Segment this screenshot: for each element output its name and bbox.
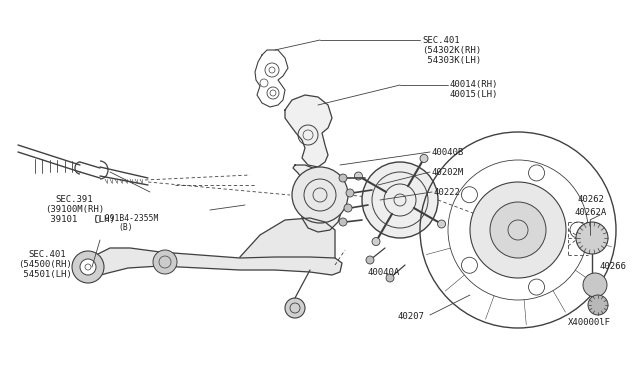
Text: SEC.391: SEC.391 (55, 195, 93, 204)
Text: 40040B: 40040B (432, 148, 464, 157)
Text: 54303K(LH): 54303K(LH) (422, 56, 481, 65)
Text: SEC.401: SEC.401 (28, 250, 66, 259)
Circle shape (420, 154, 428, 163)
Circle shape (339, 174, 347, 182)
Text: 40266: 40266 (600, 262, 627, 271)
Text: 40262A: 40262A (575, 208, 607, 217)
Text: 54501(LH): 54501(LH) (18, 270, 72, 279)
Text: 40202M: 40202M (432, 168, 464, 177)
Text: SEC.401: SEC.401 (422, 36, 460, 45)
Circle shape (346, 189, 354, 197)
Text: Ⓑ 091B4-2355M: Ⓑ 091B4-2355M (95, 213, 158, 222)
Circle shape (576, 222, 608, 254)
Text: (54302K(RH): (54302K(RH) (422, 46, 481, 55)
Polygon shape (285, 95, 332, 167)
Text: 39101   (LH): 39101 (LH) (45, 215, 115, 224)
Circle shape (470, 182, 566, 278)
Polygon shape (240, 218, 335, 258)
Circle shape (490, 202, 546, 258)
Circle shape (355, 172, 362, 180)
Text: 40014(RH): 40014(RH) (450, 80, 499, 89)
Text: (39100M(RH): (39100M(RH) (45, 205, 104, 214)
Circle shape (438, 220, 445, 228)
Text: X40000lF: X40000lF (568, 318, 611, 327)
Circle shape (366, 256, 374, 264)
Polygon shape (293, 165, 342, 232)
Circle shape (153, 250, 177, 274)
Text: 40262: 40262 (578, 195, 605, 204)
Circle shape (80, 259, 96, 275)
Circle shape (588, 295, 608, 315)
Circle shape (285, 298, 305, 318)
Text: 40015(LH): 40015(LH) (450, 90, 499, 99)
Text: 40222: 40222 (434, 188, 461, 197)
Circle shape (339, 218, 347, 226)
Text: (54500(RH): (54500(RH) (18, 260, 72, 269)
Circle shape (386, 274, 394, 282)
Polygon shape (82, 248, 342, 278)
Text: (B): (B) (118, 223, 132, 232)
Circle shape (72, 251, 104, 283)
Circle shape (292, 167, 348, 223)
Text: 40040A: 40040A (368, 268, 400, 277)
Circle shape (583, 273, 607, 297)
Text: 40207: 40207 (398, 312, 425, 321)
Circle shape (372, 238, 380, 246)
Circle shape (362, 162, 438, 238)
Circle shape (344, 204, 352, 212)
